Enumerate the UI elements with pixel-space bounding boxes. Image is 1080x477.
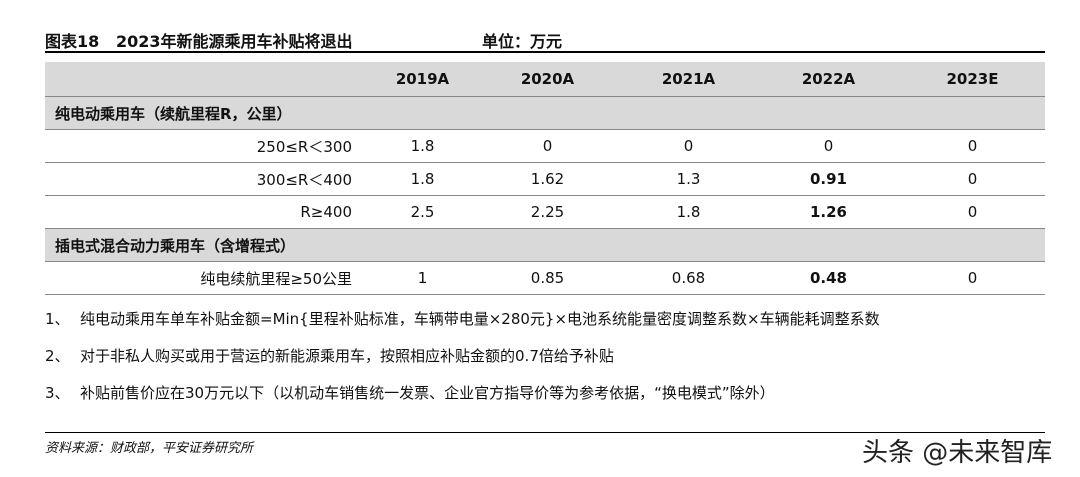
note: 3、 补贴前售价应在30万元以下（以机动车销售统一发票、企业官方指导价等为参考依据…: [45, 382, 775, 403]
row-label: 300≤R＜400: [45, 162, 370, 196]
cell: 0: [757, 129, 900, 163]
row-label: 250≤R＜300: [45, 129, 370, 163]
data-row: 250≤R＜300 1.8 0 0 0 0: [45, 129, 1045, 163]
row-label: 纯电续航里程≥50公里: [45, 261, 370, 295]
source: 资料来源：财政部，平安证券研究所: [45, 441, 254, 456]
rule: [45, 432, 1045, 433]
cell: 2.5: [370, 195, 475, 229]
section-title: 插电式混合动力乘用车（含增程式）: [45, 228, 1045, 262]
section-row: 纯电动乘用车（续航里程R，公里）: [45, 96, 1045, 130]
rule: [45, 51, 1045, 53]
cell: 0: [620, 129, 757, 163]
note-number: 1、: [45, 310, 70, 328]
cell: 2.25: [475, 195, 620, 229]
cell: 0.48: [757, 261, 900, 295]
section-title: 纯电动乘用车（续航里程R，公里）: [45, 96, 1045, 130]
note-text: 纯电动乘用车单车补贴金额=Min{里程补贴标准，车辆带电量×280元}×电池系统…: [80, 310, 880, 328]
column-header: 2019A: [370, 62, 475, 97]
table: 2019A 2020A 2021A 2022A 2023E 纯电动乘用车（续航里程R，公里…: [45, 62, 1045, 295]
column-header: 2021A: [620, 62, 757, 97]
note-text: 对于非私人购买或用于营运的新能源乘用车，按照相应补贴金额的0.7倍给予补贴: [80, 347, 614, 365]
column-header: 2022A: [757, 62, 900, 97]
data-row: 300≤R＜400 1.8 1.62 1.3 0.91 0: [45, 162, 1045, 196]
cell: 1.8: [370, 162, 475, 196]
cell: 0: [900, 261, 1045, 295]
cell: 1.8: [370, 129, 475, 163]
cell: 0: [900, 195, 1045, 229]
note-text: 补贴前售价应在30万元以下（以机动车销售统一发票、企业官方指导价等为参考依据，“…: [80, 384, 775, 402]
cell: 0.85: [475, 261, 620, 295]
unit: 单位：万元: [482, 32, 563, 51]
column-header: 2020A: [475, 62, 620, 97]
header-cell: [45, 62, 370, 97]
note: 1、 纯电动乘用车单车补贴金额=Min{里程补贴标准，车辆带电量×280元}×电池…: [45, 308, 880, 329]
figure-number: 图表18: [45, 32, 100, 51]
header-row: 2019A 2020A 2021A 2022A 2023E: [45, 62, 1045, 97]
note: 2、 对于非私人购买或用于营运的新能源乘用车，按照相应补贴金额的0.7倍给予补贴: [45, 345, 614, 366]
note-number: 3、: [45, 384, 70, 402]
section-row: 插电式混合动力乘用车（含增程式）: [45, 228, 1045, 262]
cell: 1.62: [475, 162, 620, 196]
note-number: 2、: [45, 347, 70, 365]
column-header: 2023E: [900, 62, 1045, 97]
cell: 1: [370, 261, 475, 295]
cell: 0: [900, 162, 1045, 196]
cell: 1.8: [620, 195, 757, 229]
cell: 0.91: [757, 162, 900, 196]
data-row: R≥400 2.5 2.25 1.8 1.26 0: [45, 195, 1045, 229]
figure-title: 图表18 2023年新能源乘用车补贴将退出: [45, 28, 353, 52]
cell: 1.26: [757, 195, 900, 229]
row-label: R≥400: [45, 195, 370, 229]
cell: 1.3: [620, 162, 757, 196]
watermark: 头条 @未来智库: [862, 438, 1053, 468]
cell: 0: [475, 129, 620, 163]
cell: 0: [900, 129, 1045, 163]
data-row: 纯电续航里程≥50公里 1 0.85 0.68 0.48 0: [45, 261, 1045, 295]
title: 2023年新能源乘用车补贴将退出: [116, 32, 353, 51]
cell: 0.68: [620, 261, 757, 295]
